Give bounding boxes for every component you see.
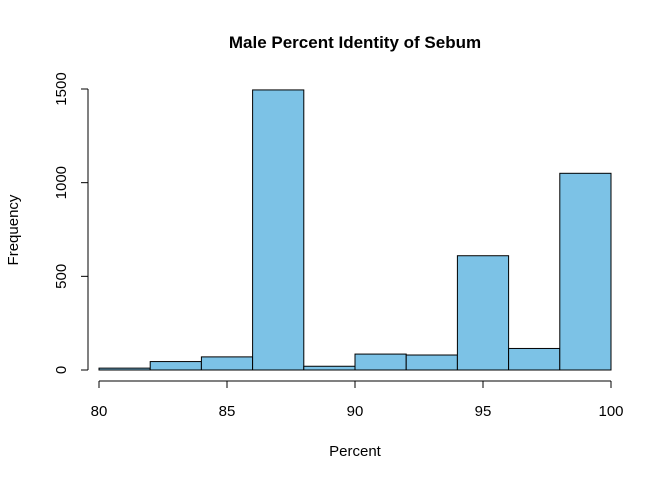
histogram-bar-8 xyxy=(508,347,561,371)
chart-title: Male Percent Identity of Sebum xyxy=(229,33,481,52)
y-tick-label-3: 1500 xyxy=(53,72,70,105)
x-tick-label-1: 85 xyxy=(219,403,236,420)
y-tick-label-2: 1000 xyxy=(53,166,70,199)
y-axis-label: Frequency xyxy=(5,194,22,265)
y-axis: 0 500 1000 1500 xyxy=(53,72,89,374)
x-axis-label: Percent xyxy=(329,443,382,460)
histogram-bar-5 xyxy=(354,353,407,371)
histogram-bar-1 xyxy=(149,361,202,371)
y-tick-label-0: 0 xyxy=(53,366,70,374)
x-tick-label-0: 80 xyxy=(91,403,108,420)
histogram-bar-6 xyxy=(405,354,458,371)
histogram-bar-0 xyxy=(98,367,151,371)
x-tick-label-3: 95 xyxy=(475,403,492,420)
y-tick-label-1: 500 xyxy=(53,264,70,289)
x-axis: 80 85 90 95 100 xyxy=(91,380,624,420)
x-tick-label-4: 100 xyxy=(598,403,623,420)
histogram-bar-4 xyxy=(303,365,356,371)
histogram-bar-2 xyxy=(200,356,254,371)
bars-group xyxy=(98,89,612,371)
histogram-bar-3 xyxy=(252,89,305,371)
histogram-bar-7 xyxy=(456,255,510,371)
x-tick-label-2: 90 xyxy=(347,403,364,420)
histogram-bar-9 xyxy=(559,172,612,371)
